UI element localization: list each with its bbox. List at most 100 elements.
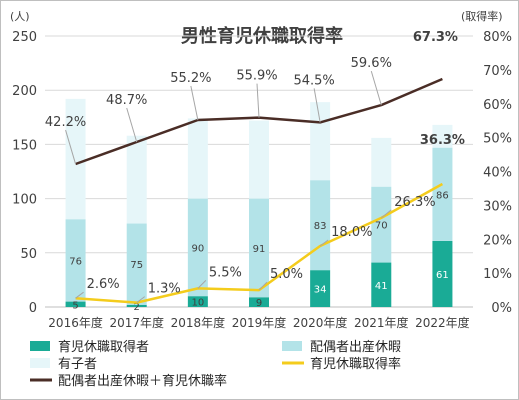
left-tick-label: 100 [12, 193, 37, 208]
bar-spouse-leave [371, 186, 392, 263]
bar-childcare-leave [187, 296, 208, 307]
bar-childcare-leave [65, 301, 86, 307]
bar-value-label: 9 [256, 298, 262, 309]
bar-childcare-leave [126, 304, 147, 307]
right-tick-label: 80% [483, 30, 512, 45]
bar-parents [310, 102, 331, 181]
bar-value-label: 2 [134, 302, 140, 313]
right-tick-label: 0% [491, 301, 512, 316]
left-tick-label: 0 [29, 301, 37, 316]
legend-parents: 有子者 [58, 357, 97, 372]
left-axis-ticks: 0 50 100 150 200 250 [12, 30, 37, 316]
bar-value-label: 61 [436, 270, 449, 281]
x-tick-label: 2022年度 [415, 315, 470, 330]
bar-spouse-leave [432, 147, 453, 241]
leader-line [126, 107, 138, 143]
bar-value-label: 5 [72, 300, 78, 311]
bar-spouse-leave [249, 198, 269, 298]
rate-value-label: 54.5% [293, 73, 334, 88]
x-axis-ticks: 2016年度 2017年度 2018年度 2019年度 2020年度 2021年度 2022… [48, 315, 469, 330]
bar-parents [249, 120, 269, 199]
rate-value-label: 55.9% [236, 69, 277, 84]
right-tick-label: 20% [483, 233, 512, 248]
bar-value-label: 86 [436, 190, 449, 201]
rate-value-label: 5.0% [270, 267, 303, 282]
rate-value-label: 48.7% [106, 93, 147, 108]
bar-value-label: 90 [191, 243, 204, 254]
bar-parents [187, 118, 208, 199]
bar-childcare-leave [249, 297, 269, 307]
bar-parents [65, 98, 86, 220]
x-tick-label: 2019年度 [232, 315, 287, 330]
leader-line [190, 85, 199, 121]
rate-value-label: 55.2% [170, 71, 211, 86]
rate-value-label: 42.2% [45, 115, 86, 130]
left-axis-unit: (人) [10, 10, 30, 23]
rate-value-label: 26.3% [394, 195, 435, 210]
rate-value-label: 5.5% [209, 265, 242, 280]
rate-value-label: 2.6% [87, 277, 120, 292]
bar-childcare-leave [310, 270, 331, 307]
leader-line [136, 296, 146, 303]
leader-line [75, 291, 84, 299]
bar-value-label: 70 [375, 221, 388, 232]
legend-parents-swatch [30, 358, 50, 368]
leader-line [370, 70, 382, 106]
x-tick-label: 2017年度 [109, 315, 164, 330]
legend-childcare-leave: 育児休職取得者 [58, 339, 149, 355]
right-axis-unit: (取得率) [461, 9, 503, 23]
rate-value-label: 59.6% [351, 56, 392, 71]
bar-value-label: 91 [253, 244, 266, 255]
bar-value-label: 75 [130, 260, 143, 271]
left-tick-label: 150 [12, 138, 37, 153]
leader-line [313, 88, 321, 123]
bar-value-label: 76 [69, 256, 82, 267]
legend-spouse-leave: 配偶者出産休暇 [310, 339, 401, 355]
bar-spouse-leave [65, 219, 86, 302]
leader-line [256, 83, 260, 118]
leader-line [65, 129, 77, 165]
right-tick-label: 40% [483, 166, 512, 181]
legend-spouse-leave-swatch [282, 341, 302, 351]
right-tick-label: 70% [483, 64, 512, 79]
legend-childcare-rate: 育児休職取得率 [310, 356, 401, 372]
bar-value-label: 34 [314, 285, 327, 296]
bar-parents [371, 137, 392, 187]
rate-value-label: 1.3% [148, 282, 181, 297]
bar-value-label: 83 [314, 221, 327, 232]
rate-value-label: 36.3% [420, 133, 465, 148]
bar-childcare-leave [432, 240, 453, 307]
left-tick-label: 250 [12, 30, 37, 45]
x-tick-label: 2020年度 [293, 315, 348, 330]
bar-series [65, 98, 453, 307]
leader-line [380, 209, 392, 219]
bar-value-label: 10 [191, 298, 204, 309]
legend-childcare-leave-swatch [30, 341, 50, 351]
right-tick-label: 50% [483, 132, 512, 147]
bar-childcare-leave [371, 262, 392, 307]
bar-spouse-leave [310, 180, 331, 271]
x-tick-label: 2018年度 [171, 315, 226, 330]
leader-line [197, 280, 207, 289]
left-tick-label: 50 [20, 247, 37, 262]
right-tick-label: 10% [483, 267, 512, 282]
legend-spouse-plus-childcare-rate: 配偶者出産休暇＋育児休職率 [58, 373, 227, 389]
right-axis-ticks: 0% 10% 20% 30% 40% 50% 60% 70% 80% [483, 30, 512, 316]
bar-spouse-leave [187, 198, 208, 297]
rate-value-label: 18.0% [331, 225, 372, 240]
bar-data-labels: 5 76 2 75 10 90 9 91 34 83 41 70 61 86 [69, 190, 449, 313]
bar-spouse-leave [126, 223, 147, 305]
x-tick-label: 2016年度 [48, 315, 103, 330]
leader-line [258, 281, 268, 291]
bar-parents [126, 135, 147, 224]
right-tick-label: 30% [483, 199, 512, 214]
rate-value-label: 67.3% [413, 30, 458, 45]
x-tick-label: 2021年度 [354, 315, 409, 330]
left-tick-label: 200 [12, 84, 37, 99]
right-tick-label: 60% [483, 98, 512, 113]
line-data-labels: 42.2% 48.7% 55.2% 55.9% 54.5% 59.6% 67.3% 2.6% 1… [45, 30, 465, 303]
bar-parents [432, 124, 453, 148]
bar-value-label: 41 [375, 281, 388, 292]
